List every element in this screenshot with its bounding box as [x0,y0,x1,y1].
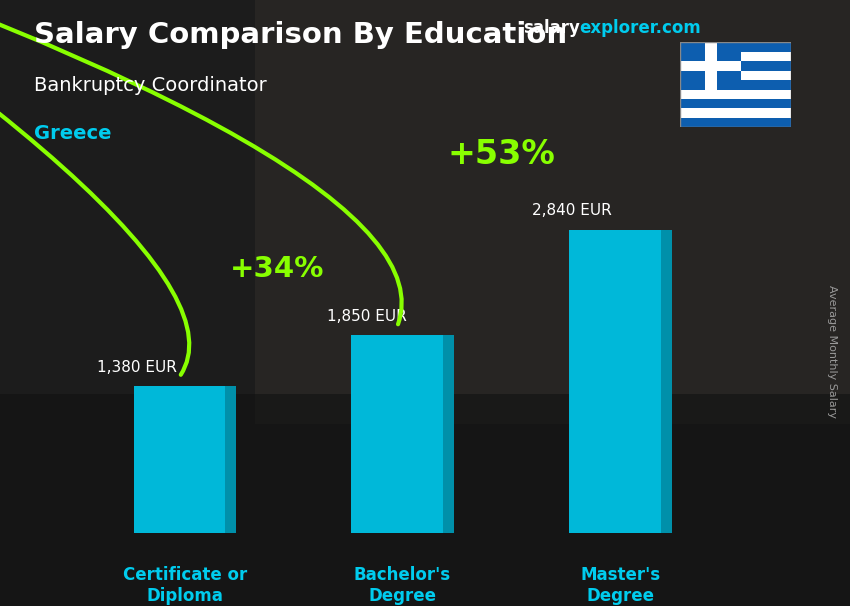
Text: +34%: +34% [230,255,325,283]
Bar [680,42,790,52]
Text: Salary Comparison By Education: Salary Comparison By Education [34,21,567,49]
Text: Certificate or
Diploma: Certificate or Diploma [122,567,246,605]
Bar [705,42,717,90]
Bar [680,52,790,61]
Bar [133,385,225,533]
Polygon shape [660,230,672,533]
Text: Greece: Greece [34,124,111,143]
Text: 1,380 EUR: 1,380 EUR [97,360,177,375]
Text: Master's
Degree: Master's Degree [581,567,660,605]
Bar [680,118,790,127]
Polygon shape [443,336,454,533]
Text: Bankruptcy Coordinator: Bankruptcy Coordinator [34,76,267,95]
Bar [680,42,741,90]
Bar [351,336,443,533]
Polygon shape [225,385,236,533]
Text: Bachelor's
Degree: Bachelor's Degree [354,567,451,605]
Text: +53%: +53% [448,138,556,171]
Bar [570,230,660,533]
Bar [0,394,850,606]
Bar [680,71,790,80]
Bar [680,61,741,71]
Text: 2,840 EUR: 2,840 EUR [532,203,612,218]
Bar [680,80,790,90]
Text: explorer.com: explorer.com [580,19,701,38]
Bar [680,90,790,99]
Text: salary: salary [523,19,580,38]
Bar [255,0,850,424]
Text: 1,850 EUR: 1,850 EUR [327,308,407,324]
Text: Average Monthly Salary: Average Monthly Salary [827,285,837,418]
Bar [680,61,790,71]
Bar [680,108,790,118]
Bar [680,99,790,108]
